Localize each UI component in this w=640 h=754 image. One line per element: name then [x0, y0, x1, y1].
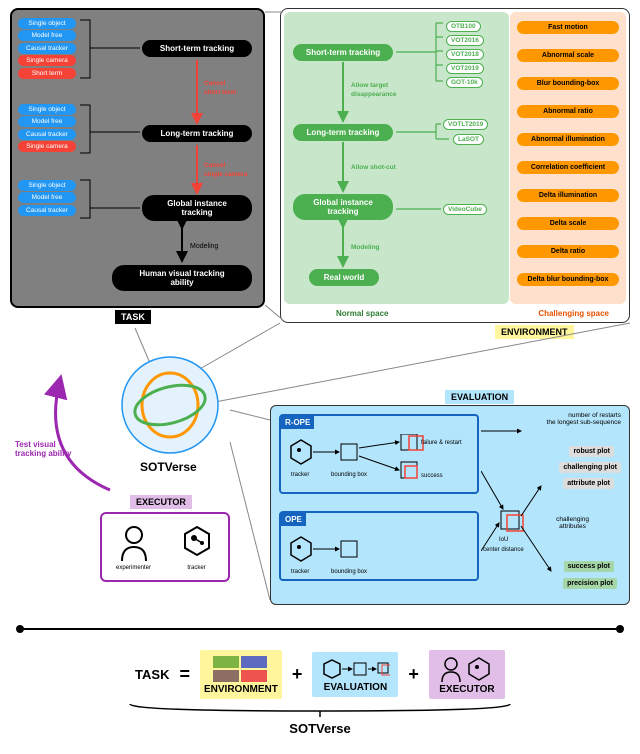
eq-eval: EVALUATION	[320, 682, 390, 693]
eq-env-box: ENVIRONMENT	[200, 650, 282, 699]
svg-text:success: success	[421, 473, 443, 479]
rope-title: R-OPE	[281, 416, 314, 429]
plot: attribute plot	[563, 478, 614, 489]
task-panel: Single object Model free Causal tracker …	[10, 8, 265, 308]
note: the longest sub-sequence	[547, 419, 621, 426]
svg-text:bounding box: bounding box	[331, 472, 367, 478]
role-label: experimenter	[116, 565, 152, 571]
svg-text:single camera: single camera	[204, 171, 248, 178]
bottom-equation: TASK = ENVIRONMENT + EVALUATION + EXECUT…	[0, 640, 640, 746]
env-panel: Short-term tracking Long-term tracking G…	[280, 8, 630, 323]
plot: challenging plot	[559, 462, 621, 473]
experimenter-icon: experimenter	[116, 523, 152, 571]
tracker-icon: tracker	[179, 523, 215, 571]
eval-label: EVALUATION	[445, 390, 514, 404]
task-label: TASK	[115, 310, 151, 324]
executor-panel: experimenter tracker	[100, 512, 230, 582]
role-label: tracker	[179, 565, 215, 571]
task-arrows: Cancel short term Cancel single camera Mod…	[12, 10, 267, 310]
svg-text:tracker: tracker	[291, 472, 309, 478]
challenge-label: Challenging space	[538, 309, 609, 318]
eq-eval-box: EVALUATION	[312, 652, 398, 697]
mid-note: challengingattributes	[556, 516, 589, 530]
svg-text:tracker: tracker	[291, 569, 309, 575]
eq-exec-box: EXECUTOR	[429, 650, 505, 699]
eq-env: ENVIRONMENT	[204, 684, 278, 695]
svg-text:Modeling: Modeling	[190, 243, 219, 250]
svg-text:bounding box: bounding box	[331, 569, 367, 575]
env-arrows: Allow target disappearance Allow shot-cut…	[281, 9, 631, 324]
env-label: ENVIRONMENT	[495, 325, 574, 339]
svg-text:disappearance: disappearance	[351, 91, 397, 98]
svg-text:Allow shot-cut: Allow shot-cut	[351, 164, 397, 171]
normal-label: Normal space	[336, 309, 388, 318]
svg-text:Cancel: Cancel	[204, 162, 226, 169]
bottom-brace	[70, 699, 570, 719]
svg-text:IoU: IoU	[499, 537, 508, 543]
eval-panel: R-OPE tracker bounding box failure & res…	[270, 405, 630, 605]
divider	[20, 628, 620, 630]
purple-arrow	[20, 360, 140, 500]
plot: robust plot	[569, 446, 614, 457]
ope-title: OPE	[281, 513, 306, 526]
test-label: Test visualtracking ability	[15, 440, 75, 458]
bottom-title: SOTVerse	[20, 721, 620, 736]
plot: success plot	[564, 561, 614, 572]
note: number of restarts	[547, 412, 621, 419]
top-notes: number of restarts the longest sub-seque…	[547, 412, 621, 426]
eq-exec: EXECUTOR	[437, 684, 497, 695]
svg-text:Cancel: Cancel	[204, 80, 226, 87]
svg-text:center distance: center distance	[483, 547, 524, 553]
svg-text:Modeling: Modeling	[351, 244, 380, 251]
eq-task: TASK	[135, 667, 169, 682]
plot: precision plot	[563, 578, 617, 589]
eval-right-arrows: IoU center distance	[481, 411, 631, 601]
rope-box: R-OPE tracker bounding box failure & res…	[279, 414, 479, 494]
svg-text:Allow target: Allow target	[351, 82, 389, 89]
svg-text:failure & restart: failure & restart	[421, 440, 462, 446]
executor-label: EXECUTOR	[130, 495, 192, 509]
sotverse-title: SOTVerse	[140, 460, 197, 474]
main-diagram: Single object Model free Causal tracker …	[0, 0, 640, 640]
svg-text:short term: short term	[204, 89, 236, 96]
ope-box: OPE tracker bounding box	[279, 511, 479, 581]
